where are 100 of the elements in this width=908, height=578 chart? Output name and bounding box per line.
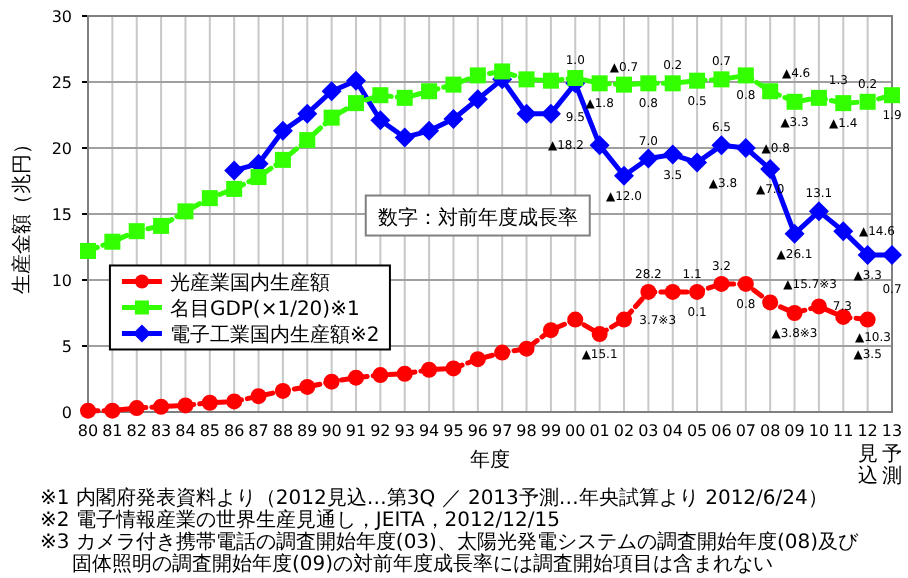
x-tick-label: 07	[735, 422, 757, 440]
point	[274, 151, 291, 168]
x-tick-label: 89	[297, 422, 318, 440]
point	[104, 233, 121, 250]
x-tick-label: 92	[370, 422, 391, 440]
point	[467, 89, 488, 110]
x-tick-label: 81	[102, 422, 123, 440]
point	[713, 275, 730, 292]
x-tick-label: 96	[467, 422, 489, 440]
point	[542, 322, 559, 339]
x-tick-label: 06	[711, 422, 732, 440]
x-tick-label: 87	[248, 422, 269, 440]
point	[224, 160, 245, 181]
x-tick-label: 85	[199, 422, 221, 440]
point	[784, 223, 805, 244]
x-tick-label: 94	[418, 422, 440, 440]
point	[346, 70, 366, 91]
point	[421, 83, 438, 100]
x-tick-label: 13	[881, 422, 903, 440]
point	[177, 397, 194, 414]
point	[272, 120, 293, 141]
point	[835, 95, 852, 112]
x-tick-label: 12	[857, 422, 878, 440]
point	[762, 294, 779, 311]
point	[640, 75, 657, 92]
point	[274, 382, 291, 399]
y-tick-label: 30	[51, 8, 72, 26]
point	[323, 109, 340, 126]
point	[567, 70, 584, 87]
y-tick-label: 0	[61, 404, 72, 422]
y-tick-label: 5	[61, 338, 72, 356]
text: ※1 内閣府発表資料より（2012見込…第3Q ／ 2013予測…年央試算より 2012/6/24）	[40, 486, 828, 510]
point	[394, 127, 415, 148]
y-tick-label: 20	[51, 140, 72, 158]
point	[689, 72, 706, 89]
point	[808, 201, 829, 222]
y-tick-label: 25	[51, 74, 72, 92]
point	[80, 242, 96, 259]
point	[540, 103, 561, 124]
point	[445, 76, 462, 93]
point	[370, 110, 391, 131]
x-tick-label: 86	[223, 422, 245, 440]
point	[299, 132, 316, 149]
point	[128, 223, 145, 240]
point	[833, 221, 854, 242]
x-tick-label: 08	[759, 422, 781, 440]
point	[589, 135, 610, 156]
text: ※3 カメラ付き携帯電話の調査開始年度(03)、太陽光発電システムの調査開始年度(08)及び	[40, 530, 860, 554]
x-tick-label: 04	[662, 422, 683, 440]
point	[882, 244, 902, 265]
point	[153, 398, 170, 415]
point	[518, 340, 535, 357]
legend-label: 光産業国内生産額	[169, 271, 330, 296]
point	[786, 93, 803, 110]
text: 固体照明の調査開始年度(09)の対前年度成長率には調査開始項目は含まれない	[72, 552, 774, 576]
point	[689, 283, 706, 300]
point	[348, 95, 364, 112]
point	[616, 311, 632, 328]
x-tick-label: 83	[150, 422, 172, 440]
point	[323, 373, 340, 390]
x-tick-label: 99	[540, 422, 562, 440]
point	[494, 63, 511, 80]
point	[687, 152, 708, 173]
x-tick-label: 10	[808, 422, 830, 440]
point	[664, 75, 681, 92]
x-tick-label: 03	[638, 422, 659, 440]
text: 見込	[857, 444, 878, 488]
text: 予測	[882, 444, 902, 488]
x-tick-label: 84	[175, 422, 196, 440]
point	[567, 311, 584, 328]
point	[396, 365, 413, 382]
point	[201, 394, 218, 411]
point	[226, 393, 243, 410]
point	[735, 138, 756, 158]
point	[810, 89, 827, 106]
point	[614, 165, 634, 186]
legend-label: 電子工業国内生産額※2	[169, 323, 380, 348]
point	[662, 144, 683, 165]
x-tick-label: 05	[686, 422, 708, 440]
point	[419, 120, 440, 141]
point	[542, 72, 559, 89]
point	[372, 367, 389, 384]
annotation: 数字：対前年度成長率	[377, 205, 578, 230]
point	[421, 361, 438, 378]
x-tick-label: 91	[345, 422, 367, 440]
point	[591, 326, 608, 343]
x-tick-label: 88	[272, 422, 294, 440]
point	[321, 81, 342, 102]
point	[711, 135, 732, 156]
point	[884, 87, 900, 104]
point	[762, 83, 779, 100]
legend-label: 名目GDP(×1/20)※1	[169, 297, 360, 322]
point	[443, 108, 464, 129]
x-tick-label: 90	[321, 422, 342, 440]
point	[153, 217, 170, 234]
point	[80, 402, 96, 419]
point	[640, 283, 657, 300]
point	[494, 344, 511, 361]
x-tick-label: 01	[589, 422, 610, 440]
point	[299, 378, 316, 395]
